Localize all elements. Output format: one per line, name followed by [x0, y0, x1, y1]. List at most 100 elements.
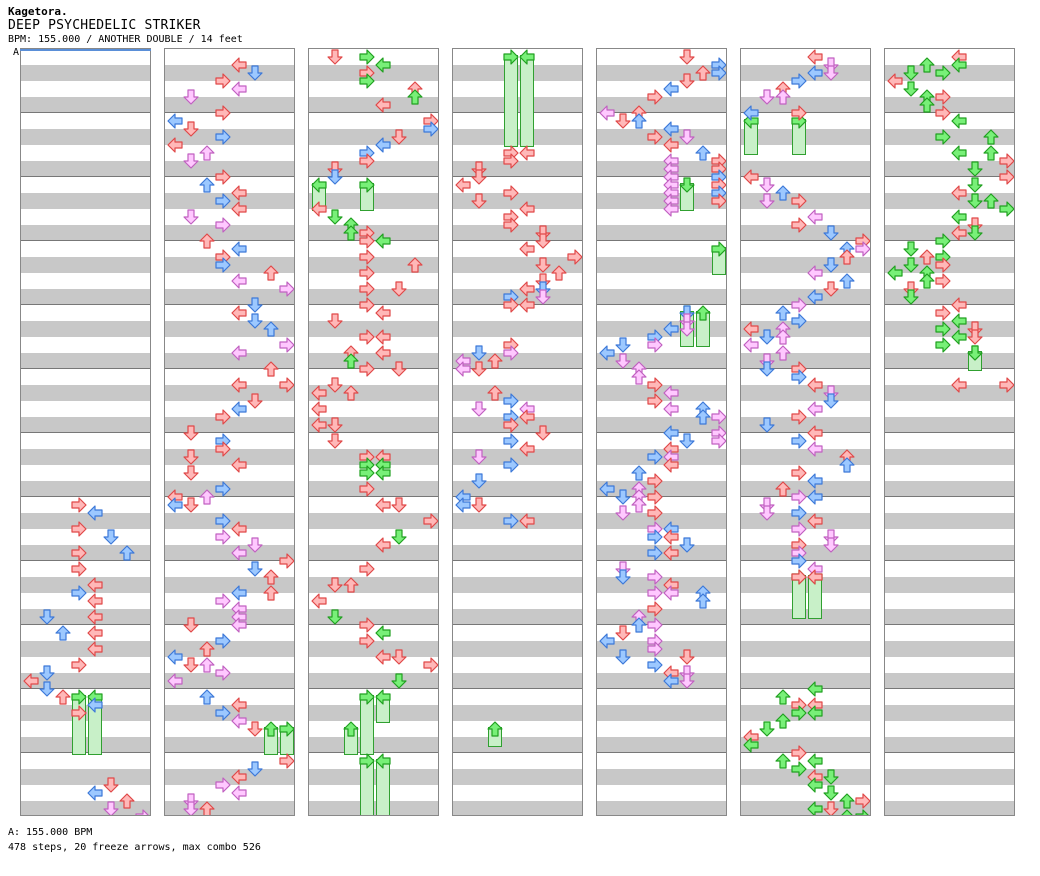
- measure-divider: [309, 496, 438, 497]
- step-arrow-up-icon: [775, 753, 791, 769]
- step-arrow-left-icon: [231, 57, 247, 73]
- step-arrow-right-icon: [711, 409, 726, 425]
- step-arrow-left-icon: [375, 465, 391, 481]
- step-arrow-down-icon: [247, 721, 263, 737]
- step-arrow-left-icon: [455, 177, 471, 193]
- step-arrow-left-icon: [231, 401, 247, 417]
- step-arrow-left-icon: [231, 241, 247, 257]
- step-arrow-left-icon: [87, 785, 103, 801]
- measure-divider: [309, 432, 438, 433]
- step-arrow-left-icon: [87, 697, 103, 713]
- measure-divider: [453, 496, 582, 497]
- step-arrow-left-icon: [807, 569, 823, 585]
- bpm-marker-line: [20, 49, 151, 51]
- step-arrow-right-icon: [503, 217, 519, 233]
- step-arrow-down-icon: [471, 497, 487, 513]
- step-arrow-left-icon: [167, 113, 183, 129]
- step-arrow-down-icon: [679, 433, 695, 449]
- step-arrow-right-icon: [503, 153, 519, 169]
- step-arrow-down-icon: [679, 73, 695, 89]
- bpm-legend: A: 155.000 BPM: [8, 827, 93, 838]
- step-arrow-left-icon: [231, 345, 247, 361]
- step-arrow-down-icon: [471, 169, 487, 185]
- measure-divider: [597, 240, 726, 241]
- step-arrow-right-icon: [71, 521, 87, 537]
- measure-divider: [885, 624, 1014, 625]
- measure-divider: [885, 176, 1014, 177]
- step-arrow-left-icon: [663, 401, 679, 417]
- measure-divider: [165, 304, 294, 305]
- measure-divider: [597, 176, 726, 177]
- step-arrow-right-icon: [647, 129, 663, 145]
- step-arrow-right-icon: [279, 337, 294, 353]
- step-arrow-up-icon: [343, 385, 359, 401]
- step-arrow-up-icon: [55, 689, 71, 705]
- step-arrow-right-icon: [135, 809, 150, 815]
- step-arrow-down-icon: [615, 569, 631, 585]
- step-arrow-up-icon: [263, 585, 279, 601]
- step-arrow-right-icon: [279, 377, 294, 393]
- freeze-arrow-hold: [520, 55, 534, 147]
- step-arrow-left-icon: [311, 401, 327, 417]
- step-arrow-down-icon: [327, 313, 343, 329]
- measure-divider: [741, 688, 870, 689]
- measure-divider: [597, 368, 726, 369]
- step-arrow-left-icon: [311, 417, 327, 433]
- step-arrow-up-icon: [839, 273, 855, 289]
- step-arrow-down-icon: [967, 193, 983, 209]
- step-arrow-left-icon: [375, 497, 391, 513]
- step-arrow-up-icon: [551, 265, 567, 281]
- step-arrow-down-icon: [471, 473, 487, 489]
- step-arrow-right-icon: [935, 65, 951, 81]
- step-arrow-up-icon: [199, 641, 215, 657]
- freeze-arrow-head-icon: [695, 305, 711, 321]
- step-arrow-left-icon: [663, 201, 679, 217]
- step-arrow-left-icon: [519, 513, 535, 529]
- step-arrow-right-icon: [279, 281, 294, 297]
- chart-meta: BPM: 155.000 / ANOTHER DOUBLE / 14 feet: [8, 34, 243, 45]
- step-arrow-left-icon: [807, 513, 823, 529]
- step-arrow-down-icon: [903, 81, 919, 97]
- measure-divider: [21, 432, 150, 433]
- step-arrow-left-icon: [807, 681, 823, 697]
- measure-divider: [21, 624, 150, 625]
- step-arrow-left-icon: [23, 673, 39, 689]
- step-arrow-right-icon: [503, 345, 519, 361]
- step-arrow-up-icon: [695, 593, 711, 609]
- step-arrow-right-icon: [503, 457, 519, 473]
- step-arrow-down-icon: [183, 617, 199, 633]
- step-arrow-left-icon: [375, 305, 391, 321]
- step-arrow-down-icon: [471, 401, 487, 417]
- step-arrow-up-icon: [631, 113, 647, 129]
- step-arrow-down-icon: [967, 161, 983, 177]
- step-arrow-right-icon: [935, 321, 951, 337]
- step-arrow-left-icon: [807, 705, 823, 721]
- step-arrow-left-icon: [375, 329, 391, 345]
- step-arrow-left-icon: [375, 97, 391, 113]
- step-arrow-down-icon: [679, 537, 695, 553]
- step-arrow-left-icon: [951, 297, 967, 313]
- step-arrow-down-icon: [391, 529, 407, 545]
- step-arrow-right-icon: [791, 217, 807, 233]
- step-arrow-down-icon: [327, 609, 343, 625]
- step-arrow-up-icon: [839, 793, 855, 809]
- step-arrow-down-icon: [903, 65, 919, 81]
- step-arrow-right-icon: [215, 105, 231, 121]
- step-arrow-right-icon: [999, 201, 1014, 217]
- step-arrow-up-icon: [119, 793, 135, 809]
- step-arrow-down-icon: [183, 153, 199, 169]
- step-arrow-up-icon: [839, 457, 855, 473]
- step-arrow-right-icon: [791, 553, 807, 569]
- step-arrow-left-icon: [519, 281, 535, 297]
- step-arrow-right-icon: [647, 657, 663, 673]
- step-arrow-up-icon: [695, 409, 711, 425]
- freeze-arrow-head-icon: [279, 721, 294, 737]
- step-arrow-up-icon: [775, 329, 791, 345]
- measure-column-4: [452, 48, 583, 816]
- step-arrow-up-icon: [199, 657, 215, 673]
- step-arrow-left-icon: [375, 57, 391, 73]
- step-arrow-right-icon: [711, 193, 726, 209]
- step-arrow-left-icon: [519, 441, 535, 457]
- step-arrow-down-icon: [823, 769, 839, 785]
- step-arrow-left-icon: [951, 377, 967, 393]
